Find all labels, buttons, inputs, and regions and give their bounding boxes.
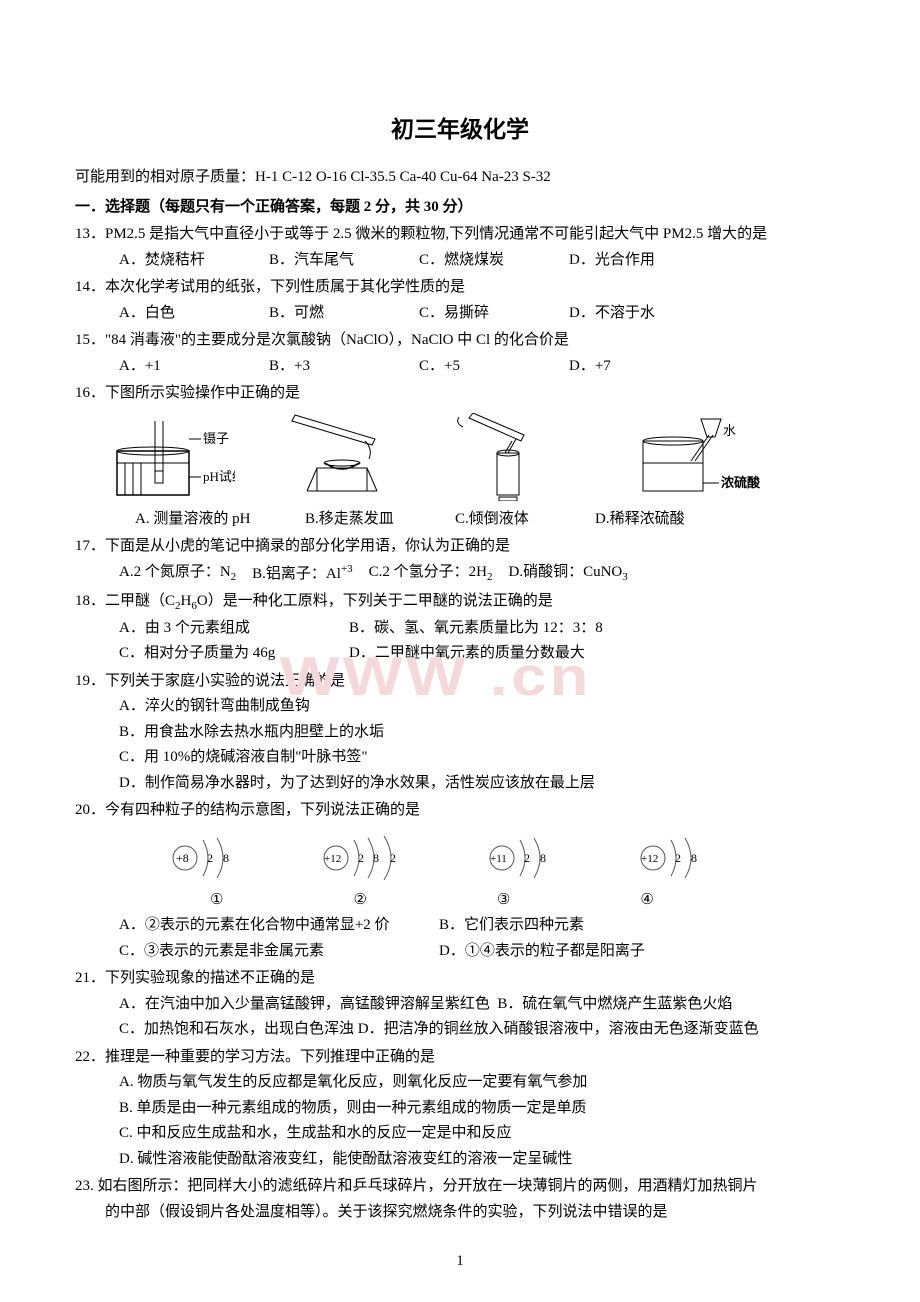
svg-text:2: 2	[207, 851, 213, 865]
q22-opt-a: A. 物质与氧气发生的反应都是氧化反应，则氧化反应一定要有氧气参加	[119, 1070, 845, 1096]
q21-line-cd: C．加热饱和石灰水，出现白色浑浊 D．把洁净的铜丝放入硝酸银溶液中，溶液由无色逐…	[119, 1017, 845, 1043]
fig-evap-icon	[277, 413, 407, 501]
p-label-2: ②	[353, 888, 366, 914]
q20-opt-b: B．它们表示四种元素	[439, 913, 759, 939]
svg-text:浓硫酸: 浓硫酸	[721, 475, 761, 490]
q16-opt-b: B.移走蒸发皿	[305, 507, 435, 533]
svg-text:+12: +12	[641, 853, 658, 865]
q19-opt-b: B．用食盐水除去热水瓶内胆壁上的水垢	[119, 720, 845, 746]
q19-opt-c: C．用 10%的烧碱溶液自制"叶脉书签"	[119, 745, 845, 771]
section-heading: 一．选择题（每题只有一个正确答案，每题 2 分，共 30 分）	[75, 195, 845, 221]
svg-text:8: 8	[540, 851, 546, 865]
page-title: 初三年级化学	[75, 110, 845, 149]
svg-text:+12: +12	[324, 853, 341, 865]
q18-opt-b: B．碳、氢、氧元素质量比为 12：3：8	[349, 616, 669, 642]
svg-text:8: 8	[223, 851, 229, 865]
q17-opt-b: B.铝离子：Al+3	[252, 560, 352, 588]
q22-opt-b: B. 单质是由一种元素组成的物质，则由一种元素组成的物质一定是单质	[119, 1096, 845, 1122]
q13-opt-a: A．焚烧秸杆	[119, 248, 269, 274]
q22-opt-c: C. 中和反应生成盐和水，生成盐和水的反应一定是中和反应	[119, 1121, 845, 1147]
svg-text:+11: +11	[490, 853, 507, 865]
q22-stem: 22．推理是一种重要的学习方法。下列推理中正确的是	[75, 1045, 845, 1071]
q23-line1: 23. 如右图所示：把同样大小的滤纸碎片和乒乓球碎片，分开放在一块薄铜片的两侧，…	[75, 1174, 845, 1200]
q15-opt-b: B．+3	[269, 354, 419, 380]
svg-text:+8: +8	[176, 851, 189, 865]
svg-text:水: 水	[723, 423, 736, 438]
q16-opt-a: A. 测量溶液的 pH	[135, 507, 285, 533]
q14-stem: 14．本次化学考试用的纸张，下列性质属于其化学性质的是	[75, 275, 845, 301]
q20-particle-figs: +8 2 8 +12 2 8 2 +11 2 8 +12	[165, 832, 845, 884]
q14-opt-d: D．不溶于水	[569, 301, 719, 327]
q13-opt-d: D．光合作用	[569, 248, 719, 274]
page-number: 1	[0, 1249, 920, 1275]
svg-text:8: 8	[373, 851, 379, 865]
atomic-masses: 可能用到的相对原子质量：H-1 C-12 O-16 Cl-35.5 Ca-40 …	[75, 165, 845, 191]
fig-ph-icon: 镊子 pH试纸	[105, 413, 235, 501]
svg-text:2: 2	[358, 851, 364, 865]
q16-opt-c: C.倾倒液体	[455, 507, 575, 533]
svg-text:2: 2	[675, 851, 681, 865]
svg-text:8: 8	[691, 851, 697, 865]
q21-line-ab: A．在汽油中加入少量高锰酸钾，高锰酸钾溶解呈紫红色 B．硫在氧气中燃烧产生蓝紫色…	[119, 992, 845, 1018]
q15-stem: 15．"84 消毒液"的主要成分是次氯酸钠（NaClO），NaClO 中 Cl …	[75, 328, 845, 354]
q18-stem: 18．二甲醚（C2H6O）是一种化工原料，下列关于二甲醚的说法正确的是	[75, 589, 845, 616]
particle-1-icon: +8 2 8	[165, 832, 250, 884]
q13-opt-b: B．汽车尾气	[269, 248, 419, 274]
q15-opt-d: D．+7	[569, 354, 719, 380]
particle-2-icon: +12 2 8 2	[316, 832, 416, 884]
q18-opt-c: C．相对分子质量为 46g	[119, 641, 349, 667]
q21-stem: 21．下列实验现象的描述不正确的是	[75, 966, 845, 992]
q16-stem: 16．下图所示实验操作中正确的是	[75, 381, 845, 407]
q20-opt-c: C．③表示的元素是非金属元素	[119, 939, 439, 965]
q16-opt-d: D.稀释浓硫酸	[595, 507, 685, 533]
q18-opt-d: D．二甲醚中氧元素的质量分数最大	[349, 641, 669, 667]
particle-4-icon: +12 2 8	[633, 832, 718, 884]
q14-opt-c: C．易撕碎	[419, 301, 569, 327]
particle-3-icon: +11 2 8	[482, 832, 567, 884]
q22-opt-d: D. 碱性溶液能使酚酞溶液变红，能使酚酞溶液变红的溶液一定呈碱性	[119, 1147, 845, 1173]
q17-stem: 17．下面是从小虎的笔记中摘录的部分化学用语，你认为正确的是	[75, 534, 845, 560]
q19-opt-a: A．淬火的钢针弯曲制成鱼钩	[119, 694, 845, 720]
q15-opt-c: C．+5	[419, 354, 569, 380]
q20-opt-a: A．②表示的元素在化合物中通常显+2 价	[119, 913, 439, 939]
q19-stem: 19．下列关于家庭小实验的说法正确的是	[75, 669, 845, 695]
p-label-3: ③	[497, 888, 510, 914]
q20-opt-d: D．①④表示的粒子都是阳离子	[439, 939, 759, 965]
svg-text:pH试纸: pH试纸	[203, 469, 235, 484]
p-label-4: ④	[640, 888, 653, 914]
q14-opt-a: A．白色	[119, 301, 269, 327]
q23-line2: 的中部（假设铜片各处温度相等）。关于该探究燃烧条件的实验，下列说法中错误的是	[105, 1200, 845, 1226]
svg-text:2: 2	[524, 851, 530, 865]
q14-opt-b: B．可燃	[269, 301, 419, 327]
svg-text:镊子: 镊子	[203, 431, 229, 446]
fig-pour-icon	[449, 413, 579, 501]
p-label-1: ①	[210, 888, 223, 914]
q17-opt-c: C.2 个氢分子：2H2	[369, 560, 493, 588]
q13-opt-c: C．燃烧煤炭	[419, 248, 569, 274]
q13-stem: 13．PM2.5 是指大气中直径小于或等于 2.5 微米的颗粒物,下列情况通常不…	[75, 222, 845, 248]
q17-opt-d: D.硝酸铜：CuNO3	[509, 560, 628, 588]
q18-opt-a: A．由 3 个元素组成	[119, 616, 349, 642]
q16-figures: 镊子 pH试纸	[105, 413, 845, 501]
q15-opt-a: A．+1	[119, 354, 269, 380]
q19-opt-d: D．制作简易净水器时，为了达到好的净水效果，活性炭应该放在最上层	[119, 771, 845, 797]
svg-text:2: 2	[390, 851, 396, 865]
q20-stem: 20．今有四种粒子的结构示意图，下列说法正确的是	[75, 798, 845, 824]
fig-dilute-icon: 水 浓硫酸	[621, 413, 771, 501]
q17-opt-a: A.2 个氮原子：N2	[119, 560, 236, 588]
